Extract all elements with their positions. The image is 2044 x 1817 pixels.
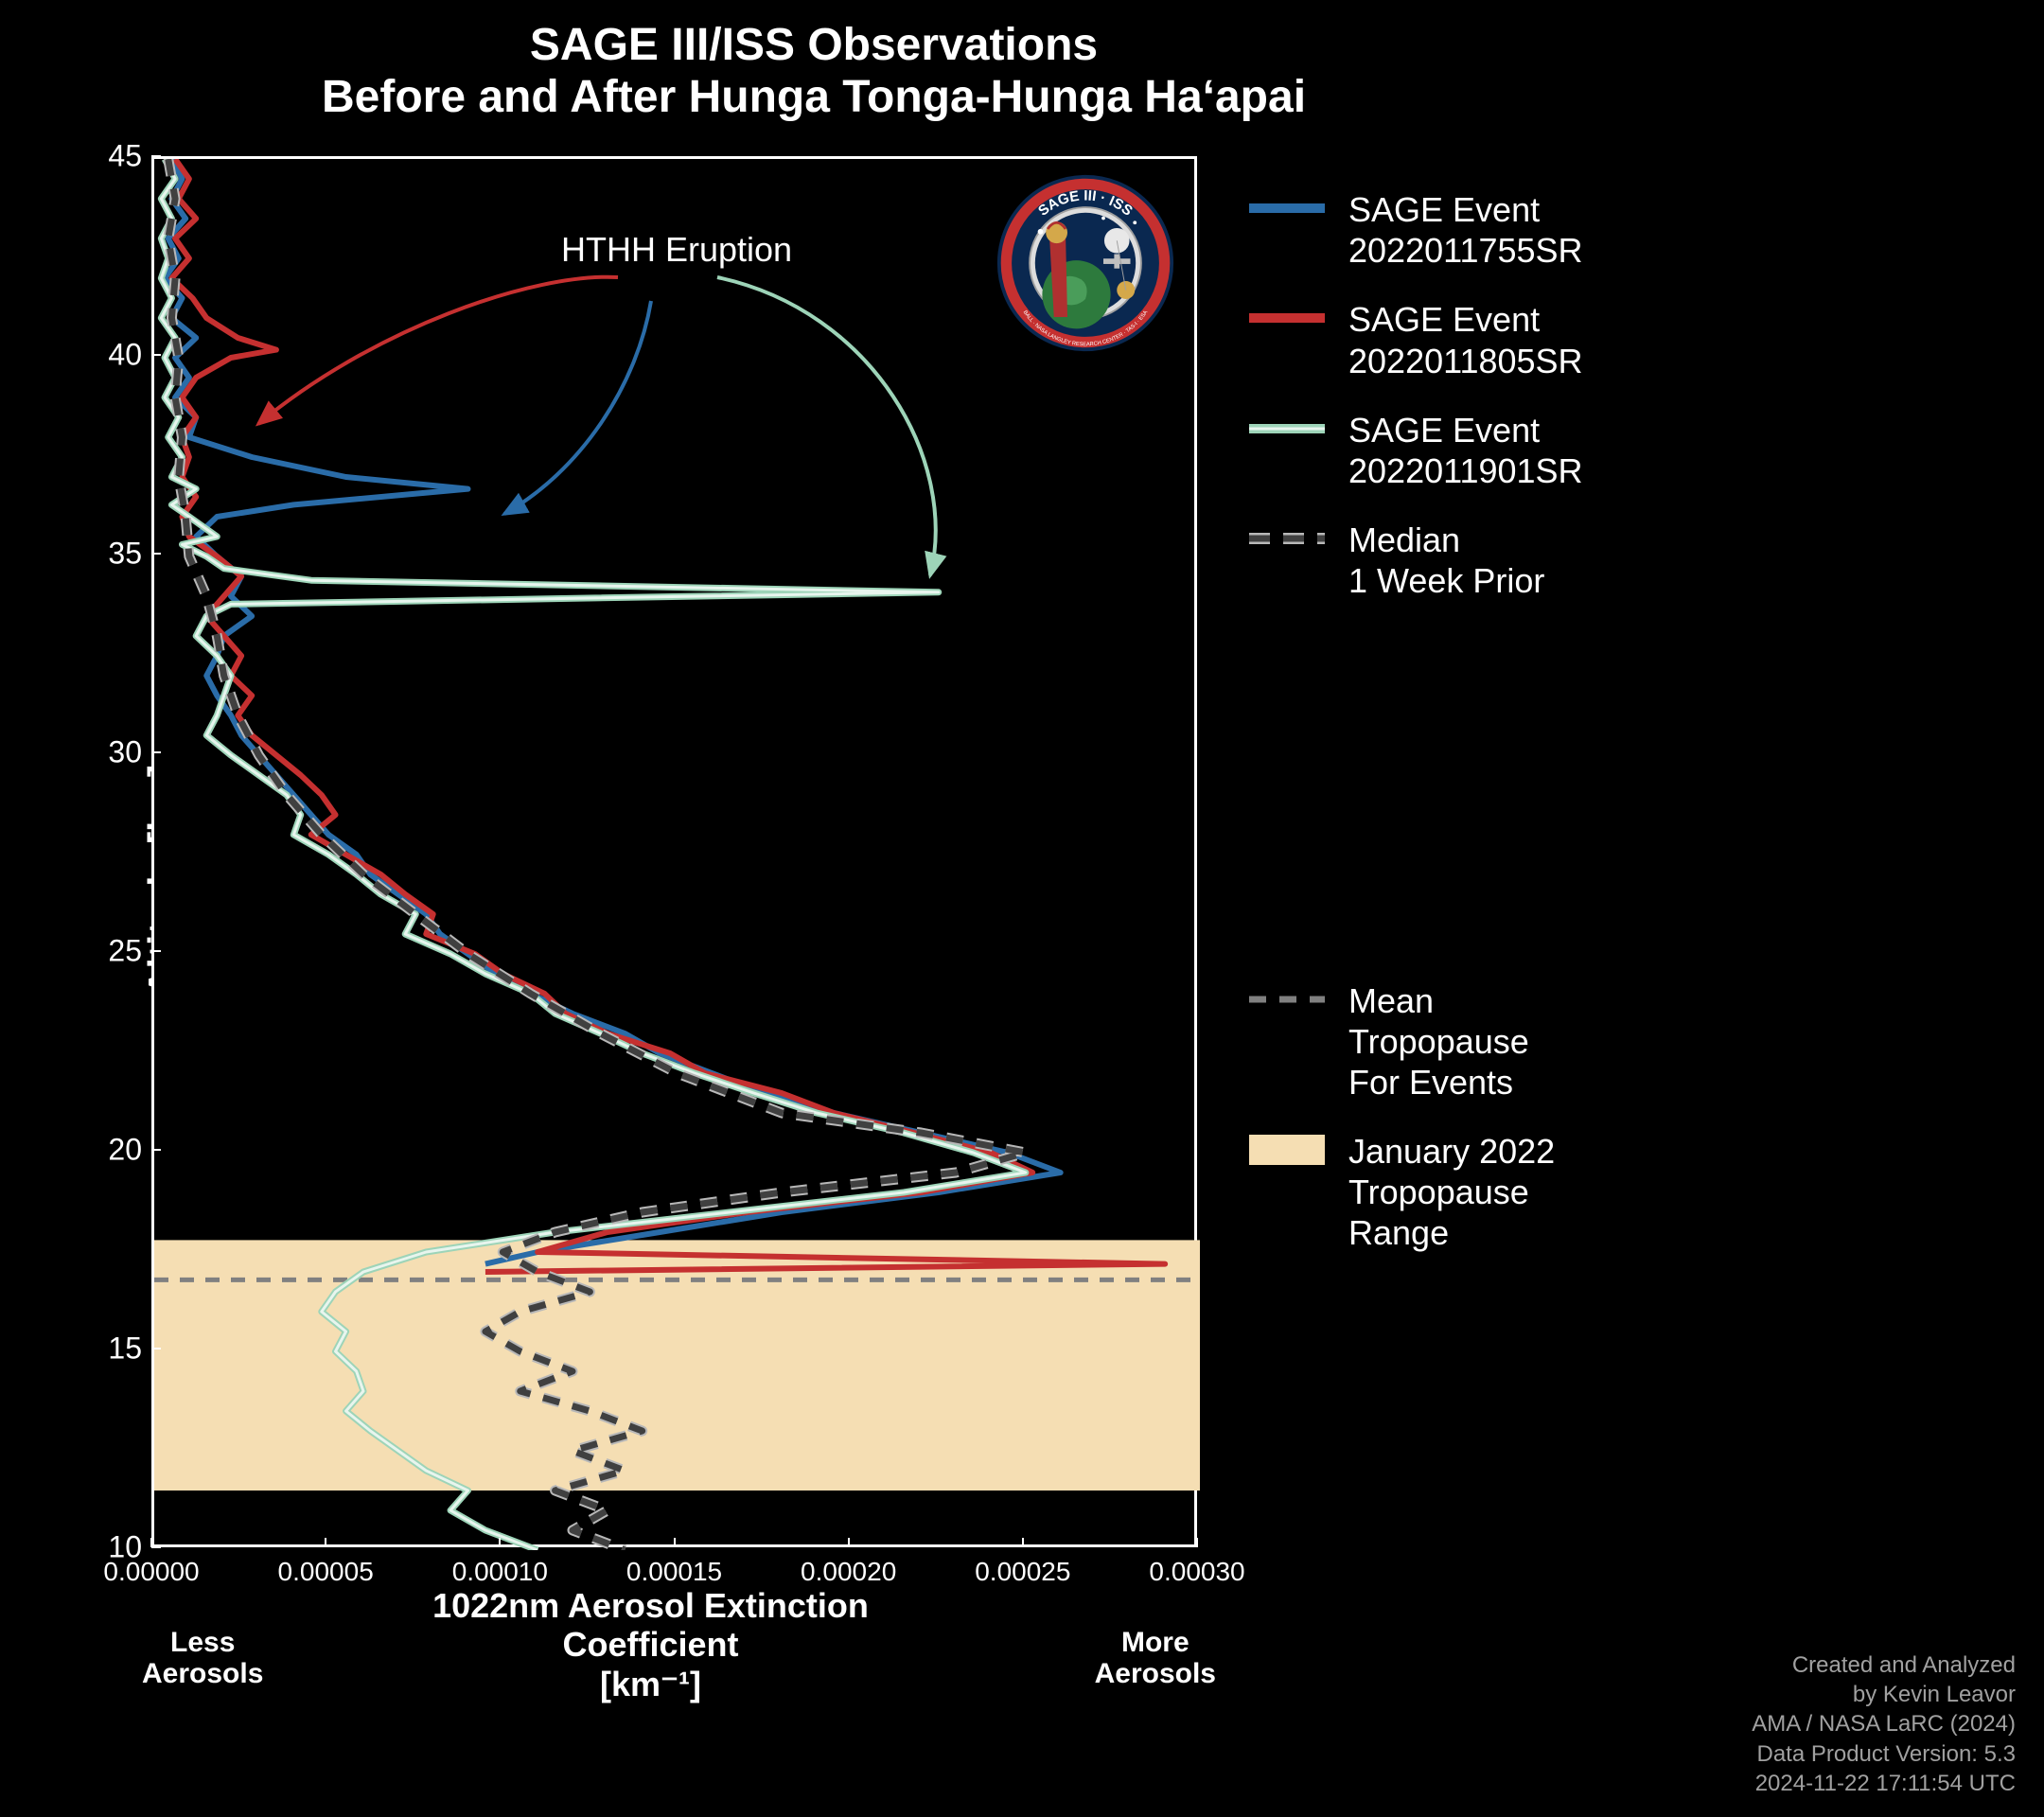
credit-line: by Kevin Leavor: [1752, 1680, 2016, 1709]
x-tick-label: 0.00015: [626, 1557, 722, 1587]
y-tick-label: 35: [108, 537, 142, 572]
legend-label: SAGE Event2022011755SR: [1348, 189, 1583, 271]
more-aerosols-label: MoreAerosols: [1095, 1627, 1216, 1689]
legend-item: January 2022TropopauseRange: [1249, 1131, 1912, 1254]
legend-item: Median1 Week Prior: [1249, 520, 1912, 601]
title-line-1: SAGE III/ISS Observations: [57, 19, 1571, 71]
eruption-arrow: [717, 277, 936, 575]
legend: SAGE Event2022011755SR SAGE Event20220118…: [1249, 189, 1912, 1282]
y-tick-label: 20: [108, 1133, 142, 1168]
credit-line: Data Product Version: 5.3: [1752, 1739, 2016, 1769]
mission-badge: SAGE III · ISS BALL · NASA LANGLEY RESEA…: [996, 173, 1175, 353]
credits-block: Created and Analyzed by Kevin Leavor AMA…: [1752, 1650, 2016, 1798]
title-line-2: Before and After Hunga Tonga-Hunga Haʻap…: [57, 71, 1571, 123]
eruption-annotation: HTHH Eruption: [561, 230, 792, 270]
series-line: [165, 159, 1061, 1264]
plot-svg: [154, 159, 1200, 1550]
chart-title: SAGE III/ISS Observations Before and Aft…: [57, 19, 1571, 123]
legend-label: SAGE Event2022011805SR: [1348, 299, 1583, 380]
x-tick-label: 0.00030: [1149, 1557, 1244, 1587]
legend-label: MeanTropopauseFor Events: [1348, 980, 1529, 1103]
plot-area: HTHH Eruption: [151, 156, 1197, 1547]
y-tick-label: 25: [108, 934, 142, 969]
legend-label: Median1 Week Prior: [1348, 520, 1544, 601]
eruption-arrow: [258, 277, 618, 424]
x-axis-label: 1022nm Aerosol Extinction Coefficient [k…: [378, 1586, 925, 1703]
y-tick-label: 40: [108, 338, 142, 373]
x-tick-label: 0.00010: [452, 1557, 548, 1587]
legend-item: SAGE Event2022011755SR: [1249, 189, 1912, 271]
credit-line: Created and Analyzed: [1752, 1650, 2016, 1680]
credit-line: AMA / NASA LaRC (2024): [1752, 1709, 2016, 1738]
legend-item: SAGE Event2022011901SR: [1249, 410, 1912, 491]
legend-label: SAGE Event2022011901SR: [1348, 410, 1583, 491]
x-tick-label: 0.00000: [103, 1557, 199, 1587]
x-tick-label: 0.00005: [278, 1557, 374, 1587]
x-tick-label: 0.00025: [975, 1557, 1070, 1587]
y-tick-label: 45: [108, 139, 142, 174]
y-tick-label: 30: [108, 735, 142, 770]
y-tick-label: 15: [108, 1332, 142, 1367]
legend-label: January 2022TropopauseRange: [1348, 1131, 1555, 1254]
eruption-arrow: [504, 301, 651, 514]
x-tick-label: 0.00020: [801, 1557, 896, 1587]
legend-item: MeanTropopauseFor Events: [1249, 980, 1912, 1103]
less-aerosols-label: LessAerosols: [142, 1627, 263, 1689]
credit-line: 2024-11-22 17:11:54 UTC: [1752, 1769, 2016, 1798]
chart-container: Altitude [km] HTHH Eruption: [104, 156, 1197, 1604]
legend-item: SAGE Event2022011805SR: [1249, 299, 1912, 380]
